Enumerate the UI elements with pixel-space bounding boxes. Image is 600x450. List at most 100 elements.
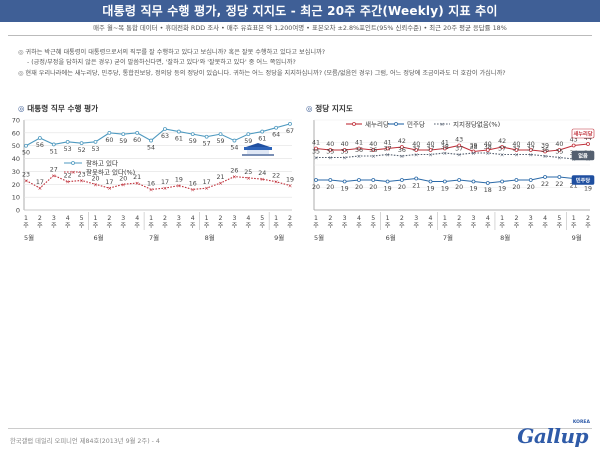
month-label: 8월 bbox=[205, 233, 215, 242]
data-label: 35 bbox=[555, 149, 563, 156]
y-tick-label: 70 bbox=[12, 117, 20, 125]
data-label: 53 bbox=[91, 146, 99, 153]
data-label: 16 bbox=[147, 180, 155, 187]
data-label: 36 bbox=[369, 147, 377, 154]
x-tick-part: 1 bbox=[94, 215, 98, 222]
data-point: × bbox=[149, 187, 154, 193]
data-point bbox=[357, 146, 361, 151]
data-label: 25 bbox=[244, 169, 252, 176]
data-label: 22 bbox=[272, 173, 280, 180]
data-point bbox=[342, 179, 347, 184]
data-point: × bbox=[314, 156, 319, 162]
data-point bbox=[471, 179, 476, 184]
data-label: 19 bbox=[384, 186, 392, 193]
end-badge-box bbox=[571, 128, 595, 139]
data-point bbox=[514, 178, 519, 182]
x-tick-part: 5 bbox=[260, 215, 264, 222]
data-label: 20 bbox=[312, 184, 320, 191]
data-label: 26 bbox=[230, 168, 238, 175]
data-point bbox=[385, 146, 390, 151]
month-label: 9월 bbox=[274, 233, 284, 242]
series-line bbox=[315, 143, 589, 153]
data-point bbox=[163, 127, 167, 131]
data-label: 40 bbox=[555, 141, 563, 148]
data-point bbox=[342, 148, 347, 152]
data-label: 61 bbox=[258, 136, 266, 143]
x-tick-part: 4 bbox=[429, 215, 433, 222]
data-point: × bbox=[190, 187, 195, 193]
month-label: 5월 bbox=[314, 233, 324, 242]
data-point: × bbox=[93, 182, 98, 188]
data-point bbox=[218, 132, 223, 137]
data-point bbox=[149, 138, 153, 143]
data-label: 39 bbox=[469, 143, 477, 150]
y-tick-label: 20 bbox=[12, 181, 20, 189]
x-tick-part: 2 bbox=[457, 215, 461, 222]
data-point bbox=[328, 178, 333, 182]
data-point bbox=[232, 138, 237, 143]
data-label: 20 bbox=[512, 184, 520, 191]
data-label: 21 bbox=[570, 183, 578, 190]
legend-label: 지지정당없음(%) bbox=[453, 120, 500, 129]
base-shape bbox=[242, 154, 274, 156]
data-label: 38 bbox=[469, 144, 477, 151]
data-label: 37 bbox=[512, 146, 520, 153]
month-label: 7월 bbox=[443, 233, 453, 242]
legend-label: 민주당 bbox=[407, 120, 425, 129]
x-tick-part: 주 bbox=[499, 223, 505, 230]
x-tick-part: 3 bbox=[52, 215, 56, 222]
panel-1-title: ◎ 대통령 직무 수행 평가 bbox=[18, 103, 98, 114]
data-point: × bbox=[246, 176, 251, 182]
data-label: 43 bbox=[570, 137, 578, 144]
x-tick-part: 주 bbox=[456, 223, 462, 230]
data-point: × bbox=[557, 156, 562, 162]
data-label: 40 bbox=[326, 141, 334, 148]
data-label: 43 bbox=[455, 137, 463, 144]
data-point bbox=[428, 148, 433, 152]
x-tick-part: 주 bbox=[23, 223, 29, 230]
y-tick-label: 10 bbox=[12, 194, 20, 202]
data-label: 36 bbox=[398, 147, 406, 154]
x-tick-part: 3 bbox=[414, 215, 418, 222]
data-point bbox=[176, 129, 181, 134]
x-tick-part: 2 bbox=[328, 215, 332, 222]
x-tick-part: 4 bbox=[66, 215, 70, 222]
x-tick-part: 2 bbox=[38, 215, 42, 222]
data-point bbox=[79, 141, 84, 146]
legend-marker bbox=[352, 122, 356, 126]
data-label: 54 bbox=[230, 145, 238, 152]
series-line bbox=[25, 123, 291, 147]
dash-mark: - bbox=[27, 59, 30, 66]
end-badge-box bbox=[571, 150, 595, 161]
data-point bbox=[328, 148, 333, 152]
x-tick-part: 주 bbox=[37, 223, 43, 230]
x-tick-part: 3 bbox=[343, 215, 347, 222]
data-label: 60 bbox=[105, 137, 113, 144]
facade-shape bbox=[247, 150, 269, 154]
x-tick-part: 주 bbox=[259, 223, 265, 230]
data-point bbox=[37, 136, 42, 140]
data-point bbox=[93, 139, 98, 144]
data-label: 21 bbox=[412, 183, 420, 190]
data-label: 41 bbox=[312, 140, 320, 147]
x-tick-part: 주 bbox=[190, 223, 196, 230]
legend-label: 잘하고 있다 bbox=[86, 159, 118, 168]
panel-1-title-text: 대통령 직무 수행 평가 bbox=[27, 104, 99, 113]
question-1-note: - (긍정/부정을 답하지 않은 경우) 굳이 말씀하신다면, '잘하고 있다'… bbox=[27, 57, 597, 66]
